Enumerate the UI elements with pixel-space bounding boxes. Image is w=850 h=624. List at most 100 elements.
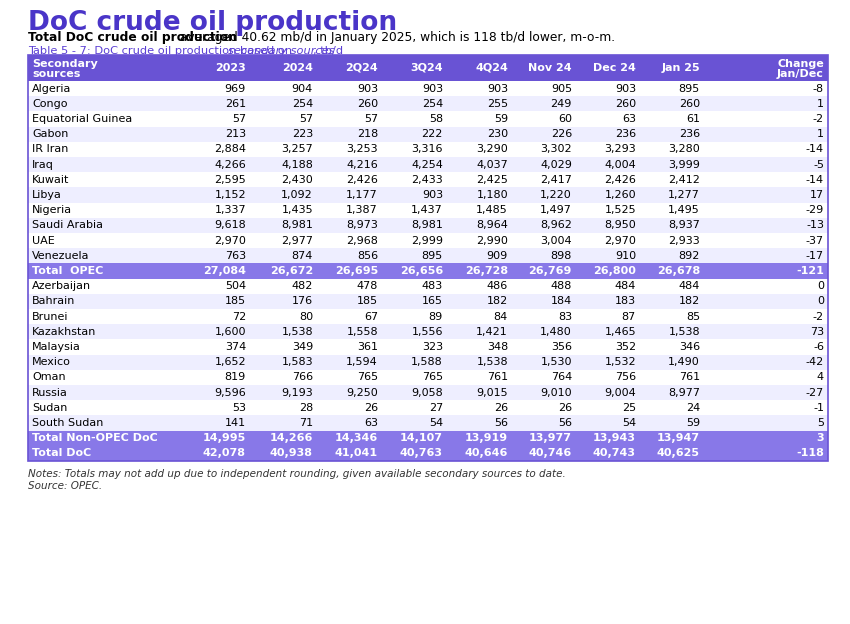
Text: 26,800: 26,800	[593, 266, 636, 276]
Bar	[28, 324, 828, 339]
Bar	[28, 431, 828, 446]
Text: 763: 763	[225, 251, 246, 261]
Text: 2,884: 2,884	[214, 144, 246, 154]
Text: 56: 56	[494, 418, 508, 428]
Text: 40,625: 40,625	[657, 449, 700, 459]
Text: 346: 346	[679, 342, 700, 352]
Text: Kazakhstan: Kazakhstan	[32, 327, 96, 337]
Text: 260: 260	[679, 99, 700, 109]
Text: 226: 226	[551, 129, 572, 139]
Text: 909: 909	[487, 251, 508, 261]
Text: 14,346: 14,346	[335, 433, 378, 443]
Text: 2,426: 2,426	[346, 175, 378, 185]
Text: Change: Change	[777, 59, 824, 69]
Text: 5: 5	[817, 418, 824, 428]
Text: 60: 60	[558, 114, 572, 124]
Text: 1,277: 1,277	[668, 190, 700, 200]
Text: 1,558: 1,558	[346, 327, 378, 337]
Text: -2: -2	[813, 311, 824, 321]
Text: 222: 222	[422, 129, 443, 139]
Text: 3,999: 3,999	[668, 160, 700, 170]
Bar	[28, 248, 828, 263]
Text: 14,266: 14,266	[269, 433, 313, 443]
Text: 185: 185	[225, 296, 246, 306]
Text: 1,152: 1,152	[214, 190, 246, 200]
Text: 874: 874	[292, 251, 313, 261]
Text: 57: 57	[364, 114, 378, 124]
Text: 905: 905	[551, 84, 572, 94]
Text: 56: 56	[558, 418, 572, 428]
Text: 26: 26	[364, 403, 378, 413]
Text: 1,538: 1,538	[668, 327, 700, 337]
Bar	[28, 354, 828, 370]
Text: 0: 0	[817, 296, 824, 306]
Text: 42,078: 42,078	[203, 449, 246, 459]
Text: 756: 756	[615, 373, 636, 383]
Text: 176: 176	[292, 296, 313, 306]
Text: 59: 59	[494, 114, 508, 124]
Text: 40,743: 40,743	[593, 449, 636, 459]
Text: 856: 856	[357, 251, 378, 261]
Text: 903: 903	[422, 84, 443, 94]
Text: 374: 374	[224, 342, 246, 352]
Text: 1,437: 1,437	[411, 205, 443, 215]
Text: 1,421: 1,421	[476, 327, 508, 337]
Text: 1,530: 1,530	[541, 357, 572, 367]
Text: 3,302: 3,302	[541, 144, 572, 154]
Text: Russia: Russia	[32, 388, 68, 397]
Text: 223: 223	[292, 129, 313, 139]
Text: 67: 67	[364, 311, 378, 321]
Text: 1,495: 1,495	[668, 205, 700, 215]
Bar	[28, 157, 828, 172]
Text: Dec 24: Dec 24	[593, 63, 636, 73]
Text: 249: 249	[551, 99, 572, 109]
Text: 483: 483	[422, 281, 443, 291]
Text: 1,485: 1,485	[476, 205, 508, 215]
Text: 13,947: 13,947	[657, 433, 700, 443]
Text: 3,257: 3,257	[281, 144, 313, 154]
Text: 182: 182	[487, 296, 508, 306]
Text: Oman: Oman	[32, 373, 65, 383]
Text: Venezuela: Venezuela	[32, 251, 89, 261]
Text: 8,981: 8,981	[281, 220, 313, 230]
Text: UAE: UAE	[32, 236, 54, 246]
Text: 356: 356	[551, 342, 572, 352]
Text: 1,538: 1,538	[281, 327, 313, 337]
Text: 3,316: 3,316	[411, 144, 443, 154]
Text: Algeria: Algeria	[32, 84, 71, 94]
Text: 3Q24: 3Q24	[411, 63, 443, 73]
Text: 1,177: 1,177	[346, 190, 378, 200]
Text: 2,970: 2,970	[214, 236, 246, 246]
Text: 1,435: 1,435	[281, 205, 313, 215]
Text: 26: 26	[558, 403, 572, 413]
Bar	[28, 187, 828, 203]
Text: 9,596: 9,596	[214, 388, 246, 397]
Bar	[28, 278, 828, 294]
Text: 87: 87	[621, 311, 636, 321]
Text: 9,058: 9,058	[411, 388, 443, 397]
Text: 184: 184	[551, 296, 572, 306]
Bar	[28, 294, 828, 309]
Text: 504: 504	[225, 281, 246, 291]
Text: 9,193: 9,193	[281, 388, 313, 397]
Bar	[28, 142, 828, 157]
Text: 14,995: 14,995	[203, 433, 246, 443]
Text: 895: 895	[679, 84, 700, 94]
Text: 54: 54	[429, 418, 443, 428]
Text: 8,977: 8,977	[668, 388, 700, 397]
Text: Total  OPEC: Total OPEC	[32, 266, 104, 276]
Text: -2: -2	[813, 114, 824, 124]
Text: 9,010: 9,010	[541, 388, 572, 397]
Text: Bahrain: Bahrain	[32, 296, 76, 306]
Text: 488: 488	[551, 281, 572, 291]
Text: 1,180: 1,180	[476, 190, 508, 200]
Text: Jan/Dec: Jan/Dec	[777, 69, 824, 79]
Text: DoC crude oil production: DoC crude oil production	[28, 10, 397, 36]
Text: 3,280: 3,280	[668, 144, 700, 154]
Text: 73: 73	[810, 327, 824, 337]
Text: -6: -6	[813, 342, 824, 352]
Text: 26,678: 26,678	[657, 266, 700, 276]
Text: -13: -13	[806, 220, 824, 230]
Text: 53: 53	[232, 403, 246, 413]
Bar	[28, 218, 828, 233]
